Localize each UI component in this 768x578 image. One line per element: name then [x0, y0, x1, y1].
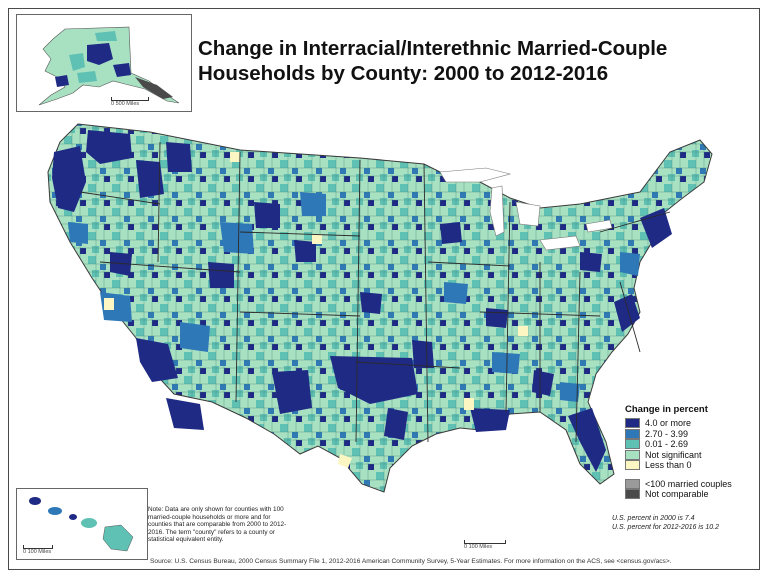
alaska-inset: 0 500 Miles — [16, 14, 192, 112]
legend-title: Change in percent — [625, 404, 708, 415]
legend-swatch — [625, 460, 640, 471]
title-line-1: Change in Interracial/Interethnic Marrie… — [198, 37, 668, 60]
legend-item: Not comparable — [625, 489, 760, 500]
legend-swatch — [625, 418, 640, 429]
legend-item: 2.70 - 3.99 — [625, 428, 760, 440]
hawaii-inset: 0 100 Miles — [16, 488, 148, 560]
title-line-2: Households by County: 2000 to 2012-2016 — [198, 62, 609, 85]
us-county-choropleth — [47, 123, 713, 493]
alaska-scale: 0 500 Miles — [111, 97, 149, 107]
legend-item: Less than 0 — [625, 460, 760, 471]
legend-swatch — [625, 439, 640, 450]
legend-item: 0.01 - 2.69 — [625, 439, 760, 450]
map-title: Change in Interracial/Interethnic Marrie… — [198, 36, 668, 86]
legend-swatch — [625, 478, 640, 489]
us-percent-notes: U.S. percent in 2000 is 7.4 U.S. percent… — [612, 514, 762, 532]
data-note: Note: Data are only shown for counties w… — [148, 506, 287, 544]
legend-item: <100 married couples — [625, 478, 760, 490]
legend-item: Not significant — [625, 449, 760, 461]
legend-item: 4.0 or more — [625, 418, 760, 429]
us-percent-2016: U.S. percent for 2012-2016 is 10.2 — [612, 524, 720, 531]
legend-swatch — [625, 428, 640, 439]
hawaii-map — [29, 497, 134, 552]
legend-swatch — [625, 449, 640, 460]
us-percent-2000: U.S. percent in 2000 is 7.4 — [612, 515, 695, 522]
main-scale: 0 100 Miles — [464, 540, 506, 550]
alaska-map — [38, 26, 180, 106]
legend-swatch — [625, 489, 640, 500]
legend: Change in percent 4.0 or more 2.70 - 3.9… — [625, 404, 760, 500]
source-line: Source: U.S. Census Bureau, 2000 Census … — [150, 558, 672, 565]
hawaii-scale: 0 100 Miles — [23, 545, 53, 555]
